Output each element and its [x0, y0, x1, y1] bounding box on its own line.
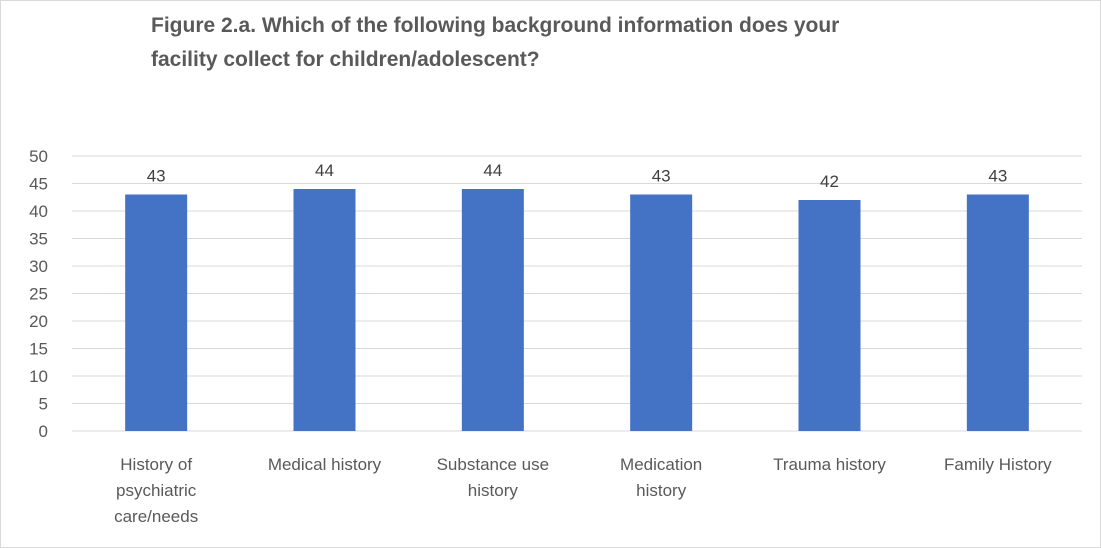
chart-title-line-1: Figure 2.a. Which of the following backg…	[151, 14, 840, 37]
data-label: 44	[483, 161, 502, 180]
bar-5	[798, 200, 861, 431]
y-tick-label: 45	[29, 175, 48, 194]
data-labels: 43 44 44 43 42 43	[147, 161, 1008, 191]
y-axis-ticks: 0 5 10 15 20 25 30 35 40 45 50	[29, 147, 48, 441]
x-category-label: History of psychiatric care/needs	[114, 455, 198, 526]
x-category-label: Medical history	[268, 455, 382, 474]
y-tick-label: 10	[29, 367, 48, 386]
bar-3	[461, 189, 524, 431]
x-category-label-line: Trauma history	[773, 455, 886, 474]
data-label: 42	[820, 172, 839, 191]
y-tick-label: 20	[29, 312, 48, 331]
data-label: 43	[652, 167, 671, 186]
x-category-label-line: Family History	[944, 455, 1052, 474]
y-tick-label: 0	[39, 422, 48, 441]
y-tick-label: 40	[29, 202, 48, 221]
x-category-label-line: history	[636, 481, 687, 500]
bars	[125, 189, 1029, 431]
data-label: 43	[147, 167, 166, 186]
gridlines	[72, 155, 1082, 432]
y-tick-label: 25	[29, 285, 48, 304]
data-label: 43	[988, 167, 1007, 186]
y-tick-label: 5	[39, 395, 48, 414]
x-category-label-line: Substance use	[437, 455, 549, 474]
x-category-label-line: care/needs	[114, 507, 198, 526]
x-category-label-line: history	[468, 481, 519, 500]
x-category-label-line: History of	[120, 455, 192, 474]
x-category-label: Family History	[944, 455, 1052, 474]
x-category-label-line: Medication	[620, 455, 702, 474]
chart-title-line-2: facility collect for children/adolescent…	[151, 48, 540, 71]
x-category-label: Medication history	[620, 455, 702, 500]
bar-2	[293, 189, 356, 431]
bar-6	[966, 194, 1029, 431]
data-label: 44	[315, 161, 334, 180]
bar-1	[125, 194, 188, 431]
y-tick-label: 50	[29, 147, 48, 166]
y-tick-label: 15	[29, 340, 48, 359]
x-axis-categories: History of psychiatric care/needs Medical h…	[114, 455, 1052, 526]
x-category-label: Substance use history	[437, 455, 549, 500]
chart-title: Figure 2.a. Which of the following backg…	[151, 9, 1031, 77]
x-category-label-line: Medical history	[268, 455, 382, 474]
y-tick-label: 30	[29, 257, 48, 276]
bar-4	[630, 194, 693, 431]
x-category-label-line: psychiatric	[116, 481, 197, 500]
y-tick-label: 35	[29, 230, 48, 249]
x-category-label: Trauma history	[773, 455, 886, 474]
